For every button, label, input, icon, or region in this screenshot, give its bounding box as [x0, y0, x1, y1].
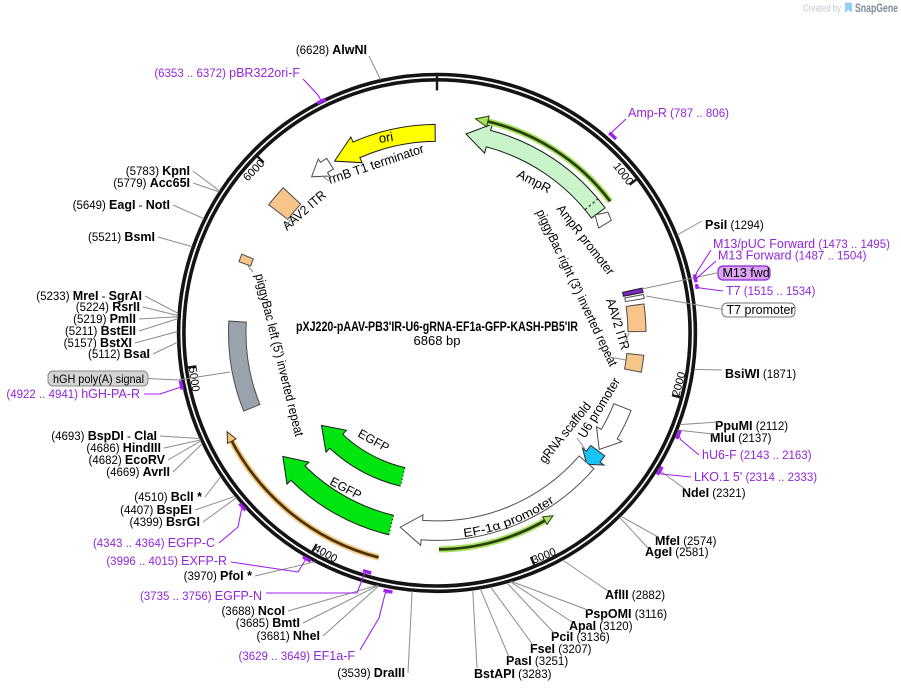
svg-text:Created by: Created by: [803, 4, 841, 15]
svg-text:T7 promoter: T7 promoter: [727, 303, 795, 317]
svg-text:M13/pUC Forward (1473 .. 1495: M13/pUC Forward (1473 .. 1495): [713, 237, 890, 251]
svg-text:(4399) BsrGI: (4399) BsrGI: [130, 515, 200, 529]
svg-text:PasI (3251): PasI (3251): [506, 654, 568, 668]
svg-text:(6353 .. 6372) pBR322ori-F: (6353 .. 6372) pBR322ori-F: [154, 66, 300, 80]
svg-text:(4682) EcoRV: (4682) EcoRV: [88, 453, 165, 467]
svg-text:PspOMI (3116): PspOMI (3116): [585, 607, 667, 621]
svg-text:T7 (1515 .. 1534): T7 (1515 .. 1534): [726, 284, 816, 298]
svg-text:6868 bp: 6868 bp: [414, 333, 461, 348]
svg-text:BsiWI (1871): BsiWI (1871): [725, 367, 796, 381]
svg-text:MfeI (2574): MfeI (2574): [655, 534, 717, 548]
svg-text:(3685) BmtI: (3685) BmtI: [236, 616, 300, 630]
svg-text:(4407) BspEI: (4407) BspEI: [120, 503, 192, 517]
svg-text:MluI (2137): MluI (2137): [710, 431, 772, 445]
svg-text:(3970) PfoI *: (3970) PfoI *: [184, 569, 253, 583]
svg-text:Amp-R (787 .. 806): Amp-R (787 .. 806): [628, 106, 729, 120]
svg-text:(3681) NheI: (3681) NheI: [256, 629, 320, 643]
svg-text:(5224) RsrII: (5224) RsrII: [76, 300, 140, 314]
svg-text:hU6-F (2143 .. 2163): hU6-F (2143 .. 2163): [702, 448, 812, 462]
svg-text:ori: ori: [378, 129, 395, 146]
svg-text:AgeI (2581): AgeI (2581): [645, 545, 709, 559]
svg-text:(5112) BsaI: (5112) BsaI: [88, 347, 150, 361]
svg-text:hGH poly(A) signal: hGH poly(A) signal: [53, 372, 144, 386]
svg-text:(5233) MreI - SgrAI: (5233) MreI - SgrAI: [36, 289, 142, 303]
svg-text:(5219) PmlI: (5219) PmlI: [73, 312, 136, 326]
svg-text:BstAPI (3283): BstAPI (3283): [474, 667, 552, 681]
svg-text:(5649) EagI - NotI: (5649) EagI - NotI: [73, 198, 170, 212]
svg-text:FseI (3207): FseI (3207): [530, 642, 592, 656]
svg-text:PciI (3136): PciI (3136): [551, 630, 610, 644]
svg-text:5000: 5000: [186, 366, 201, 392]
svg-text:(5157) BstXI: (5157) BstXI: [64, 336, 132, 350]
svg-text:(4343 .. 4364) EGFP-C: (4343 .. 4364) EGFP-C: [93, 536, 215, 550]
svg-text:(4693) BspDI - ClaI: (4693) BspDI - ClaI: [51, 429, 157, 443]
svg-text:PsiI (1294): PsiI (1294): [705, 218, 764, 232]
svg-text:ApaI (3120): ApaI (3120): [569, 619, 633, 633]
svg-text:(3996 .. 4015) EXFP-R: (3996 .. 4015) EXFP-R: [106, 554, 227, 568]
svg-text:M13 Forward (1487 .. 1504): M13 Forward (1487 .. 1504): [718, 249, 867, 263]
svg-text:(6628) AlwNI: (6628) AlwNI: [296, 43, 367, 57]
svg-text:SnapGene: SnapGene: [855, 1, 898, 15]
svg-text:(3688) NcoI: (3688) NcoI: [221, 604, 285, 618]
svg-text:PpuMI (2112): PpuMI (2112): [715, 419, 788, 433]
svg-text:LKO.1 5' (2314 .. 2333): LKO.1 5' (2314 .. 2333): [694, 470, 817, 484]
svg-text:(3629 .. 3649) EF1a-F: (3629 .. 3649) EF1a-F: [239, 649, 356, 663]
svg-text:pXJ220-pAAV-PB3'IR-U6-gRNA-EF1: pXJ220-pAAV-PB3'IR-U6-gRNA-EF1a-GFP-KASH…: [296, 319, 578, 334]
svg-text:(5521) BsmI: (5521) BsmI: [88, 230, 155, 244]
svg-text:AflII (2882): AflII (2882): [605, 588, 665, 602]
svg-text:(5783) KpnI: (5783) KpnI: [126, 164, 190, 178]
svg-text:(4510) BclI *: (4510) BclI *: [134, 490, 202, 504]
svg-text:(3539) DraIII: (3539) DraIII: [337, 666, 405, 680]
svg-text:(4686) HindIII: (4686) HindIII: [86, 441, 161, 455]
svg-text:M13 fwd: M13 fwd: [723, 266, 770, 280]
svg-text:(5211) BstEII: (5211) BstEII: [65, 324, 136, 338]
svg-text:(5779) Acc65I: (5779) Acc65I: [113, 176, 190, 190]
svg-text:(4922 .. 4941) hGH-PA-R: (4922 .. 4941) hGH-PA-R: [6, 387, 140, 401]
svg-text:(3735 .. 3756) EGFP-N: (3735 .. 3756) EGFP-N: [140, 589, 262, 603]
svg-text:NdeI (2321): NdeI (2321): [682, 486, 746, 500]
svg-text:(4669) AvrII: (4669) AvrII: [106, 465, 170, 479]
